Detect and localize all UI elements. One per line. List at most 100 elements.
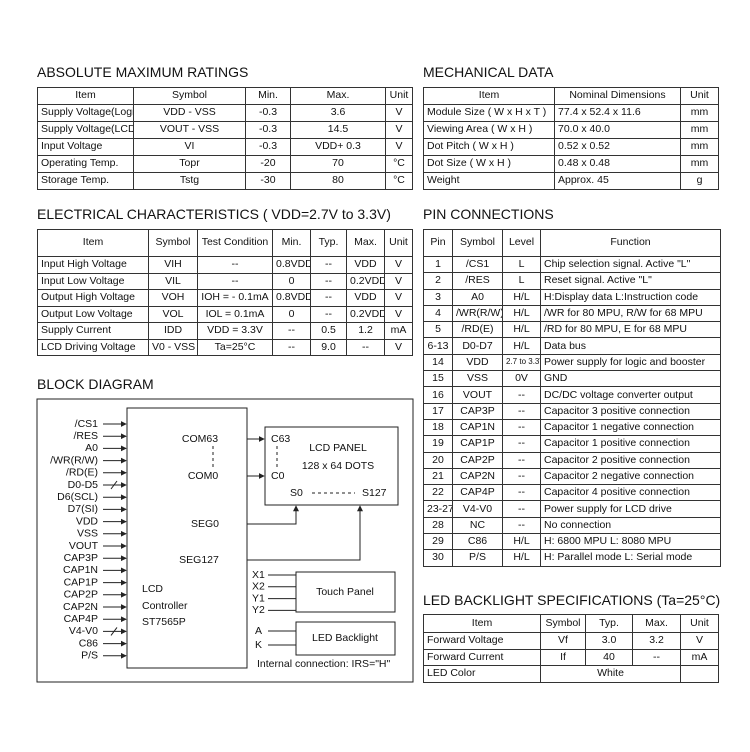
table-cell: V0 - VSS (148, 338, 198, 356)
table-cell: 2.7 to 3.3V (502, 353, 541, 372)
header-cell: Item (37, 229, 149, 257)
header-cell: Test Condition (197, 229, 273, 257)
bus-mark (110, 480, 118, 490)
panel-pin: C63 (271, 433, 290, 445)
table-cell: -- (272, 322, 311, 340)
arrow (247, 505, 363, 561)
section-title: MECHANICAL DATA (423, 64, 554, 80)
table-cell: P/S (452, 549, 503, 567)
table-cell: Input Low Voltage (37, 272, 149, 290)
table-cell: V (680, 632, 719, 650)
table-cell: Dot Size ( W x H ) (423, 155, 555, 173)
table-cell: °C (385, 172, 413, 190)
table-cell: 40 (585, 648, 633, 666)
table-cell: VDD (346, 256, 385, 274)
pin-label: /CS1 (75, 418, 99, 430)
table-cell: Tstg (133, 172, 246, 190)
table-cell: °C (385, 155, 413, 173)
header-cell: Symbol (148, 229, 198, 257)
table-cell: If (540, 648, 586, 666)
table-cell: CAP2P (452, 451, 503, 469)
box-label: LED Backlight (312, 632, 378, 644)
table-cell: H/L (502, 533, 541, 551)
table-cell: 0.2VDD (346, 305, 385, 323)
table-cell: Dot Pitch ( W x H ) (423, 138, 555, 156)
section-title: ELECTRICAL CHARACTERISTICS ( VDD=2.7V to… (37, 206, 391, 222)
table-cell: Data bus (540, 337, 721, 355)
table-cell: CAP4P (452, 484, 503, 502)
table-cell: Power supply for logic and booster (540, 353, 721, 372)
table-cell: Operating Temp. (37, 155, 134, 173)
header-cell: Item (37, 87, 134, 105)
table-cell: Reset signal. Active "L" (540, 272, 721, 290)
header-cell: Symbol (452, 229, 503, 257)
table-cell: 0.2VDD (346, 272, 385, 290)
table-cell: 28 (423, 516, 453, 535)
pin-label: VSS (77, 528, 98, 540)
table-cell: Approx. 45 (554, 172, 681, 190)
table-cell: Capacitor 2 negative connection (540, 467, 721, 486)
table-cell: IOL = 0.1mA (197, 305, 273, 323)
table-cell: V4-V0 (452, 500, 503, 518)
pin-label: CAP4P (64, 613, 98, 625)
table-cell: 0.8VDD (272, 289, 311, 307)
data-table: Item Nominal Dimensions Unit Module Size ( … (423, 87, 719, 190)
table-cell: IDD (148, 322, 198, 340)
table-cell: Viewing Area ( W x H ) (423, 121, 555, 139)
header-cell: Unit (384, 229, 413, 257)
pin-label: CAP3P (64, 552, 98, 564)
data-table: Item Symbol Min. Max. Unit Supply Voltage(Log… (37, 87, 413, 190)
bus-mark (110, 627, 118, 636)
backlight-box (295, 621, 396, 656)
table-cell: /RD for 80 MPU, E for 68 MPU (540, 321, 721, 339)
table-cell: -0.3 (245, 104, 291, 122)
table-cell: 3.6 (290, 104, 386, 122)
header-cell: Nominal Dimensions (554, 87, 681, 105)
table-cell: 0.8VDD (272, 256, 311, 274)
table-cell: 5 (423, 321, 453, 339)
diagram-border (36, 398, 414, 683)
table-cell: H/L (502, 337, 541, 355)
table-cell: White (540, 665, 681, 683)
table-cell: 29 (423, 533, 453, 551)
table-cell: mA (680, 648, 719, 666)
table-cell: mm (680, 121, 719, 139)
table-cell: GND (540, 370, 721, 388)
header-cell: Item (423, 614, 541, 633)
table-cell: Ta=25°C (197, 338, 273, 356)
table-cell: -- (502, 484, 541, 502)
table-cell: VDD (346, 289, 385, 307)
table-cell: -0.3 (245, 121, 291, 139)
table-cell: 0 (272, 305, 311, 323)
table-cell: Capacitor 3 positive connection (540, 402, 721, 420)
table-cell: Output High Voltage (37, 289, 149, 307)
table-cell: V (385, 104, 413, 122)
table-cell: 1.2 (346, 322, 385, 340)
header-cell: Unit (680, 87, 719, 105)
table-cell: -- (272, 338, 311, 356)
table-cell: 3 (423, 288, 453, 306)
section-title: BLOCK DIAGRAM (37, 376, 154, 392)
table-cell: 0.5 (310, 322, 347, 340)
panel-label: 128 x 64 DOTS (302, 460, 374, 472)
table-cell: VDD - VSS (133, 104, 246, 122)
table-cell: 80 (290, 172, 386, 190)
section-title: LED BACKLIGHT SPECIFICATIONS (Ta=25°C) (423, 592, 721, 608)
touch-pin: X1 (252, 569, 265, 581)
table-cell: Capacitor 4 positive connection (540, 484, 721, 502)
table-cell: 3.0 (585, 632, 633, 650)
header-cell: Max. (632, 614, 681, 633)
table-cell: CAP1N (452, 418, 503, 437)
table-cell: Weight (423, 172, 555, 190)
table-cell: C86 (452, 533, 503, 551)
table-cell: 0.48 x 0.48 (554, 155, 681, 173)
table-cell: -- (502, 467, 541, 486)
table-cell: /WR for 80 MPU, R/W for 68 MPU (540, 304, 721, 323)
table-cell: V (385, 138, 413, 156)
table-cell: g (680, 172, 719, 190)
table-cell: 14.5 (290, 121, 386, 139)
table-cell: 17 (423, 402, 453, 420)
table-cell: LED Color (423, 665, 541, 683)
section-title: PIN CONNECTIONS (423, 206, 554, 222)
backlight-pin: A (255, 625, 262, 637)
